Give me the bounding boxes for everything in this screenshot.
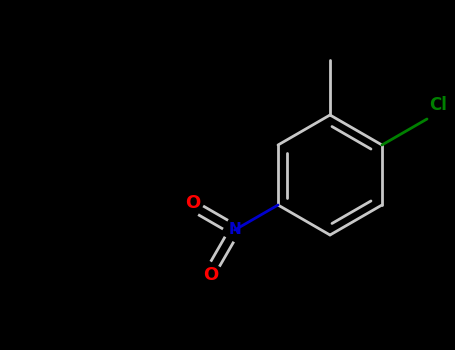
Text: O: O [203, 266, 218, 284]
Text: Cl: Cl [429, 96, 447, 114]
Text: O: O [186, 194, 201, 212]
Text: N: N [228, 223, 241, 238]
